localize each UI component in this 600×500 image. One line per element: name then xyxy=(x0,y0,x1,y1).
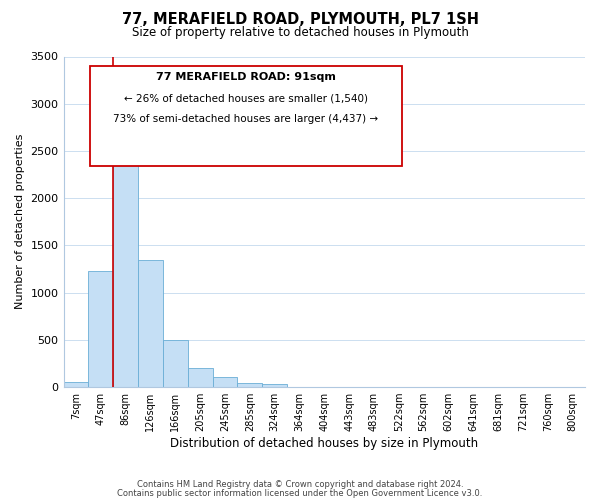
Y-axis label: Number of detached properties: Number of detached properties xyxy=(15,134,25,310)
Text: Contains public sector information licensed under the Open Government Licence v3: Contains public sector information licen… xyxy=(118,488,482,498)
Bar xyxy=(262,384,287,387)
Text: 77, MERAFIELD ROAD, PLYMOUTH, PL7 1SH: 77, MERAFIELD ROAD, PLYMOUTH, PL7 1SH xyxy=(121,12,479,28)
Text: Contains HM Land Registry data © Crown copyright and database right 2024.: Contains HM Land Registry data © Crown c… xyxy=(137,480,463,489)
Bar xyxy=(113,142,138,387)
Bar xyxy=(212,376,238,387)
Bar xyxy=(163,340,188,387)
Text: Size of property relative to detached houses in Plymouth: Size of property relative to detached ho… xyxy=(131,26,469,39)
Text: 73% of semi-detached houses are larger (4,437) →: 73% of semi-detached houses are larger (… xyxy=(113,114,379,124)
Text: ← 26% of detached houses are smaller (1,540): ← 26% of detached houses are smaller (1,… xyxy=(124,94,368,104)
Bar xyxy=(188,368,212,387)
Bar xyxy=(88,271,113,387)
X-axis label: Distribution of detached houses by size in Plymouth: Distribution of detached houses by size … xyxy=(170,437,478,450)
Text: 77 MERAFIELD ROAD: 91sqm: 77 MERAFIELD ROAD: 91sqm xyxy=(156,72,336,83)
Bar xyxy=(238,383,262,387)
Bar xyxy=(138,260,163,387)
Bar xyxy=(64,382,88,387)
